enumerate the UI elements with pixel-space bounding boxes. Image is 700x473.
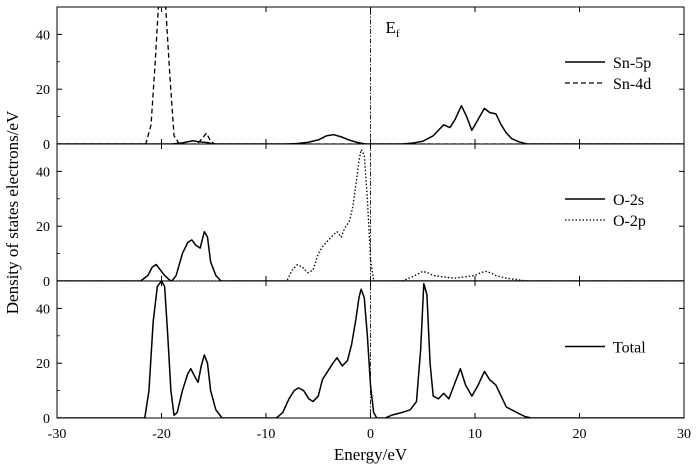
panel-curves-o xyxy=(57,148,684,281)
legend-label: Total xyxy=(613,340,646,357)
panel-sn: 0 20 40 Sn-5p Sn-4d xyxy=(36,6,685,153)
panel-curves-total xyxy=(57,281,684,418)
x-tick-label: -30 xyxy=(48,427,67,442)
legend-total: Total xyxy=(565,340,646,357)
x-tick-label: 30 xyxy=(677,427,691,442)
fermi-level-letter: E xyxy=(386,18,396,37)
y-tick-label: 20 xyxy=(36,220,50,235)
series-line-o-2p xyxy=(57,148,684,281)
y-tick-label: 20 xyxy=(36,83,50,98)
y-tick-label: 40 xyxy=(36,165,50,180)
x-axis-ticks: -30 -20 -10 0 10 20 30 xyxy=(48,427,691,442)
y-tick-label: 40 xyxy=(36,302,50,317)
legend-sn: Sn-5p Sn-4d xyxy=(565,55,651,93)
y-tick-label: 0 xyxy=(43,275,50,290)
x-axis-label: Energy/eV xyxy=(334,445,408,464)
series-line-total xyxy=(57,281,684,418)
panel-curves-sn xyxy=(57,7,684,144)
x-tick-label: 10 xyxy=(468,427,482,442)
series-line-sn-5p xyxy=(57,104,684,144)
panel-frame-sn xyxy=(56,6,685,145)
series-line-sn-4d xyxy=(57,7,684,144)
y-tick-label: 20 xyxy=(36,357,50,372)
legend-label: Sn-4d xyxy=(613,76,651,93)
x-tick-label: -20 xyxy=(152,427,171,442)
y-tick-label: 0 xyxy=(43,138,50,153)
panels-group: 0 20 40 Sn-5p Sn-4d 0 20 40 O-2s O-2p 0 20 40 Total xyxy=(36,6,685,427)
fermi-level-subscript: f xyxy=(396,28,400,40)
series-line-o-2s xyxy=(57,230,684,281)
x-tick-label: 20 xyxy=(573,427,587,442)
y-tick-label: 40 xyxy=(36,28,50,43)
x-tick-label: -10 xyxy=(257,427,276,442)
panel-o: 0 20 40 O-2s O-2p xyxy=(36,143,685,290)
legend-label: Sn-5p xyxy=(613,55,651,72)
fermi-level-label: Ef xyxy=(386,18,400,40)
panel-total: 0 20 40 Total xyxy=(36,280,685,427)
y-axis-label: Density of states electrons/eV xyxy=(3,110,22,314)
legend-o: O-2s O-2p xyxy=(565,192,646,230)
legend-label: O-2s xyxy=(613,192,644,209)
legend-label: O-2p xyxy=(613,213,646,230)
y-tick-label: 0 xyxy=(43,412,50,427)
x-tick-label: 0 xyxy=(367,427,374,442)
